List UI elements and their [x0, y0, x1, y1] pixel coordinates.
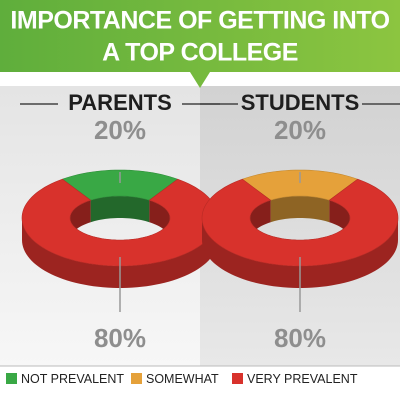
outer-wall [22, 218, 218, 288]
legend-swatch [232, 373, 243, 384]
value-label: 80% [274, 323, 326, 353]
legend-label: VERY PREVALENT [247, 372, 358, 386]
donut-segment [21, 178, 219, 267]
legend-label: NOT PREVALENT [21, 372, 124, 386]
inner-wall [90, 196, 150, 223]
outer-wall [202, 218, 398, 288]
donut-segment [201, 178, 399, 267]
legend-swatch [6, 373, 17, 384]
value-label: 20% [274, 115, 326, 145]
inner-wall [270, 196, 330, 223]
chart-title: STUDENTS [241, 90, 360, 115]
header-band [0, 0, 400, 88]
chart-title: PARENTS [68, 90, 172, 115]
legend-label: SOMEWHAT [146, 372, 219, 386]
title-line: IMPORTANCE OF GETTING INTO [10, 7, 389, 35]
legend-swatch [131, 373, 142, 384]
title-line: A TOP COLLEGE [102, 39, 298, 67]
value-label: 80% [94, 323, 146, 353]
value-label: 20% [94, 115, 146, 145]
